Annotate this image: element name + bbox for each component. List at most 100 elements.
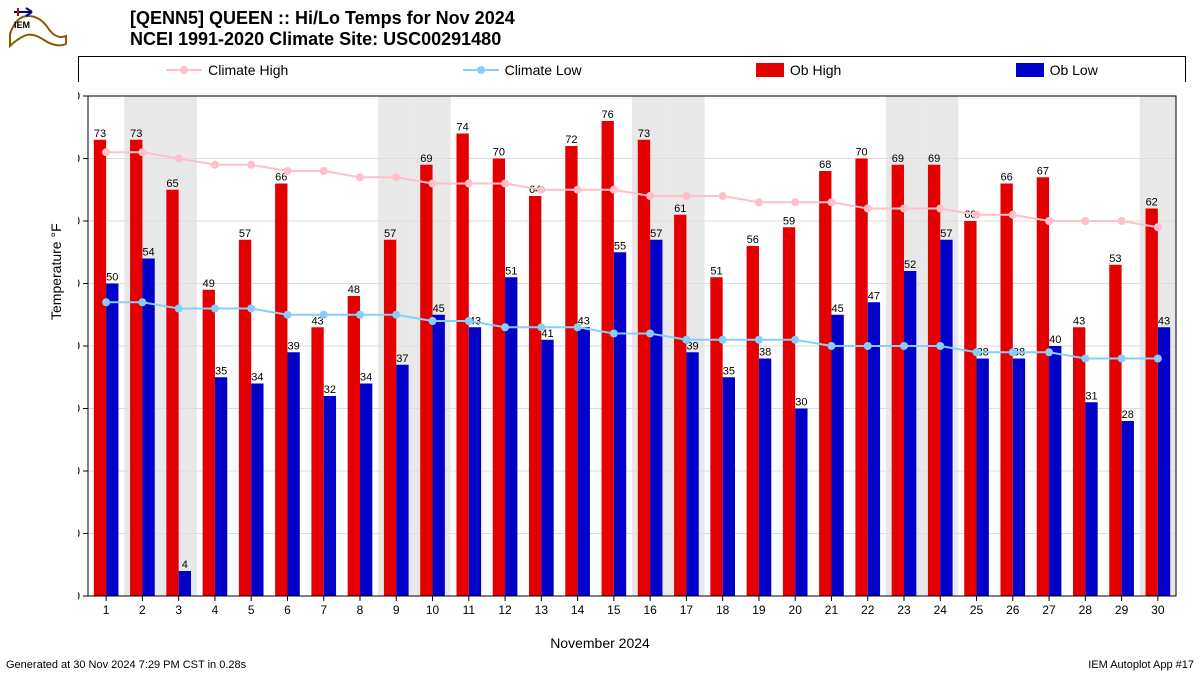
svg-text:70: 70 xyxy=(855,147,867,159)
svg-text:22: 22 xyxy=(861,603,875,617)
svg-text:17: 17 xyxy=(680,603,694,617)
svg-text:30: 30 xyxy=(78,402,80,416)
svg-text:37: 37 xyxy=(396,353,408,365)
svg-text:16: 16 xyxy=(643,603,657,617)
svg-text:45: 45 xyxy=(832,303,844,315)
svg-text:70: 70 xyxy=(493,147,505,159)
svg-text:40: 40 xyxy=(78,339,80,353)
svg-text:62: 62 xyxy=(1146,197,1158,209)
svg-text:1: 1 xyxy=(103,603,110,617)
svg-text:61: 61 xyxy=(674,203,686,215)
svg-text:21: 21 xyxy=(825,603,839,617)
svg-text:11: 11 xyxy=(463,603,476,617)
svg-text:30: 30 xyxy=(1151,603,1165,617)
svg-text:35: 35 xyxy=(215,365,227,377)
svg-text:54: 54 xyxy=(142,247,154,259)
svg-text:25: 25 xyxy=(970,603,984,617)
svg-text:4: 4 xyxy=(182,559,188,571)
svg-text:38: 38 xyxy=(759,347,771,359)
svg-text:3: 3 xyxy=(175,603,182,617)
svg-text:18: 18 xyxy=(716,603,730,617)
chart-plot-area: 0102030405060708073507354654493557346639… xyxy=(78,56,1186,636)
svg-text:12: 12 xyxy=(498,603,512,617)
chart-title: [QENN5] QUEEN :: Hi/Lo Temps for Nov 202… xyxy=(130,8,515,50)
svg-text:27: 27 xyxy=(1042,603,1056,617)
svg-text:72: 72 xyxy=(565,134,577,146)
svg-text:20: 20 xyxy=(78,464,80,478)
svg-text:66: 66 xyxy=(1001,172,1013,184)
svg-text:51: 51 xyxy=(505,265,517,277)
svg-text:73: 73 xyxy=(94,128,106,140)
svg-text:14: 14 xyxy=(571,603,585,617)
svg-text:49: 49 xyxy=(203,278,215,290)
svg-text:67: 67 xyxy=(1037,165,1049,177)
svg-text:80: 80 xyxy=(78,89,80,103)
svg-text:34: 34 xyxy=(360,372,372,384)
svg-text:24: 24 xyxy=(934,603,948,617)
footer-app: IEM Autoplot App #17 xyxy=(1088,659,1194,671)
iem-logo-icon: IEM xyxy=(8,6,68,48)
svg-text:73: 73 xyxy=(130,128,142,140)
svg-text:57: 57 xyxy=(239,228,251,240)
svg-text:43: 43 xyxy=(1158,315,1170,327)
svg-text:6: 6 xyxy=(284,603,291,617)
svg-text:74: 74 xyxy=(457,122,469,134)
svg-text:57: 57 xyxy=(650,228,662,240)
svg-text:32: 32 xyxy=(324,384,336,396)
svg-text:65: 65 xyxy=(166,178,178,190)
svg-text:9: 9 xyxy=(393,603,400,617)
svg-text:23: 23 xyxy=(897,603,911,617)
svg-text:50: 50 xyxy=(106,272,118,284)
svg-text:48: 48 xyxy=(348,284,360,296)
svg-text:35: 35 xyxy=(723,365,735,377)
svg-text:47: 47 xyxy=(868,290,880,302)
svg-text:19: 19 xyxy=(752,603,766,617)
svg-text:0: 0 xyxy=(78,589,80,603)
svg-text:59: 59 xyxy=(783,215,795,227)
title-line-1: [QENN5] QUEEN :: Hi/Lo Temps for Nov 202… xyxy=(130,8,515,29)
svg-text:4: 4 xyxy=(212,603,219,617)
svg-text:20: 20 xyxy=(789,603,803,617)
svg-text:15: 15 xyxy=(607,603,621,617)
svg-text:8: 8 xyxy=(357,603,364,617)
svg-text:30: 30 xyxy=(795,397,807,409)
svg-text:10: 10 xyxy=(426,603,440,617)
svg-text:40: 40 xyxy=(1049,334,1061,346)
svg-text:57: 57 xyxy=(384,228,396,240)
svg-text:13: 13 xyxy=(535,603,549,617)
svg-text:60: 60 xyxy=(78,214,80,228)
svg-text:53: 53 xyxy=(1109,253,1121,265)
svg-text:43: 43 xyxy=(1073,315,1085,327)
svg-text:69: 69 xyxy=(420,153,432,165)
svg-text:73: 73 xyxy=(638,128,650,140)
title-line-2: NCEI 1991-2020 Climate Site: USC00291480 xyxy=(130,29,515,50)
svg-text:26: 26 xyxy=(1006,603,1020,617)
svg-text:34: 34 xyxy=(251,372,263,384)
svg-text:69: 69 xyxy=(892,153,904,165)
svg-text:29: 29 xyxy=(1115,603,1129,617)
y-axis-label: Temperature °F xyxy=(48,223,64,320)
svg-text:57: 57 xyxy=(940,228,952,240)
svg-text:28: 28 xyxy=(1122,409,1134,421)
svg-text:51: 51 xyxy=(710,265,722,277)
svg-text:45: 45 xyxy=(433,303,445,315)
svg-text:31: 31 xyxy=(1085,390,1097,402)
svg-text:55: 55 xyxy=(614,240,626,252)
x-axis-label: November 2024 xyxy=(550,635,650,651)
svg-text:50: 50 xyxy=(78,277,80,291)
svg-text:5: 5 xyxy=(248,603,255,617)
svg-text:28: 28 xyxy=(1079,603,1093,617)
svg-text:56: 56 xyxy=(747,234,759,246)
svg-text:39: 39 xyxy=(288,340,300,352)
svg-text:10: 10 xyxy=(78,527,80,541)
svg-text:70: 70 xyxy=(78,152,80,166)
svg-text:7: 7 xyxy=(320,603,327,617)
svg-text:76: 76 xyxy=(602,109,614,121)
svg-text:52: 52 xyxy=(904,259,916,271)
svg-text:2: 2 xyxy=(139,603,146,617)
svg-text:69: 69 xyxy=(928,153,940,165)
footer-generated: Generated at 30 Nov 2024 7:29 PM CST in … xyxy=(6,659,246,671)
svg-text:68: 68 xyxy=(819,159,831,171)
chart-svg: 0102030405060708073507354654493557346639… xyxy=(78,56,1186,636)
svg-text:IEM: IEM xyxy=(14,20,30,30)
